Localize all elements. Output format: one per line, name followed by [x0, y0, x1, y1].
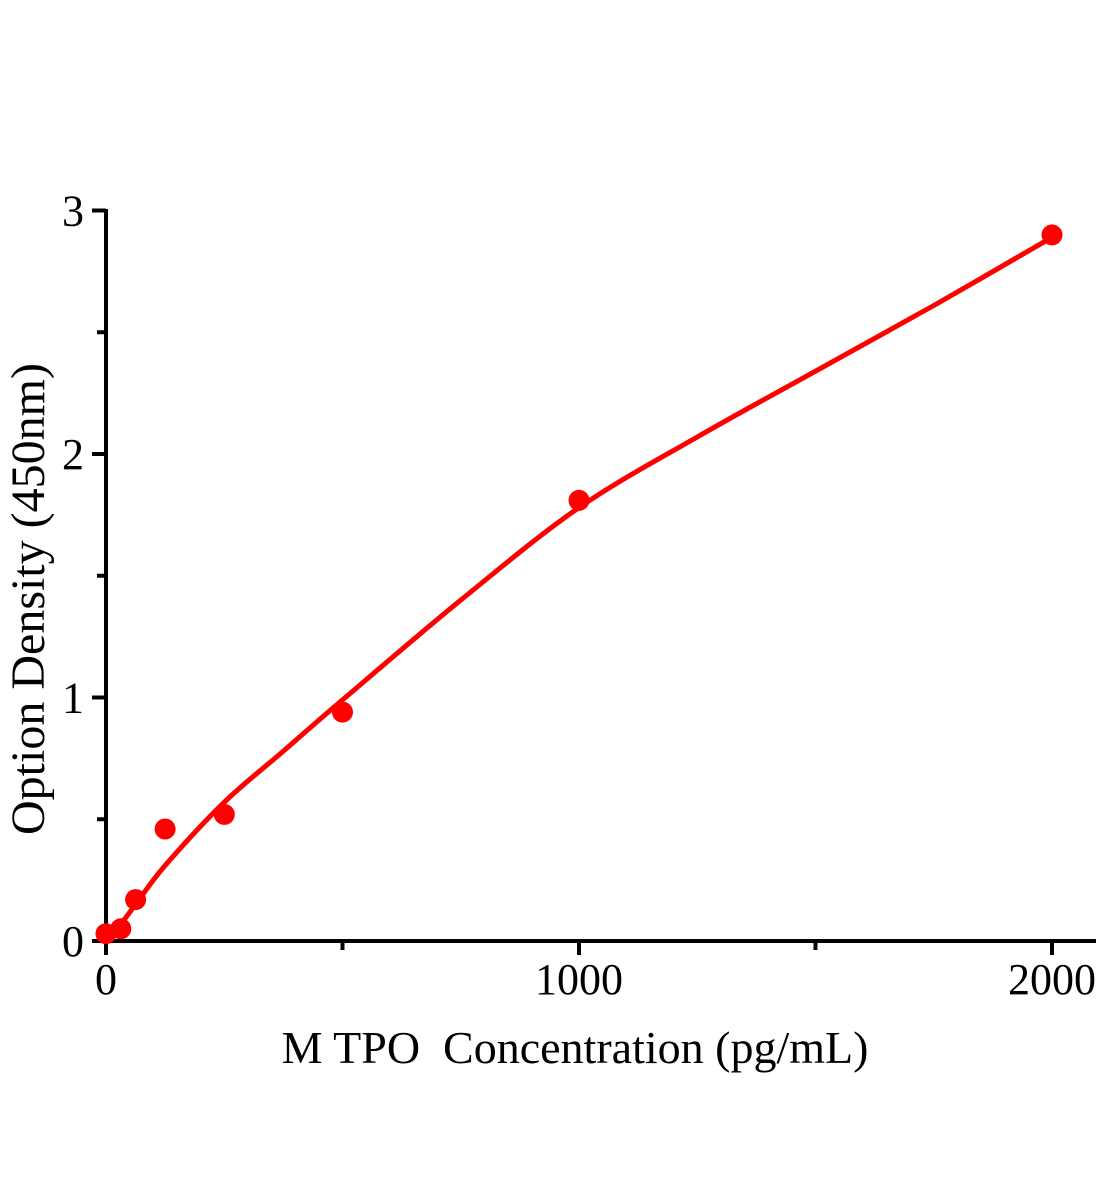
y-tick-label: 0: [62, 917, 84, 966]
x-tick-label: 1000: [535, 955, 623, 1004]
data-point-marker: [332, 701, 353, 723]
axis-spines: [104, 209, 1096, 943]
data-point-marker: [125, 889, 147, 911]
data-point-marker: [213, 803, 235, 825]
data-point-marker: [568, 489, 590, 511]
x-tick-label: 2000: [1008, 955, 1096, 1004]
data-points: [95, 224, 1063, 945]
x-tick-label: 0: [95, 955, 117, 1004]
tick-labels: 0 1000 2000 0 1 2 3: [62, 187, 1096, 1005]
x-axis-title: M TPO Concentration (pg/mL): [282, 1022, 869, 1073]
y-axis-title: Option Density (450nm): [2, 363, 55, 835]
y-tick-label: 2: [62, 430, 84, 479]
data-point-marker: [154, 818, 176, 840]
fit-curve-line: [103, 234, 1055, 944]
data-point-marker: [110, 918, 132, 940]
data-point-marker: [1041, 224, 1063, 246]
y-tick-label: 3: [62, 187, 84, 236]
y-tick-label: 1: [62, 674, 84, 723]
axes: [104, 209, 1096, 943]
